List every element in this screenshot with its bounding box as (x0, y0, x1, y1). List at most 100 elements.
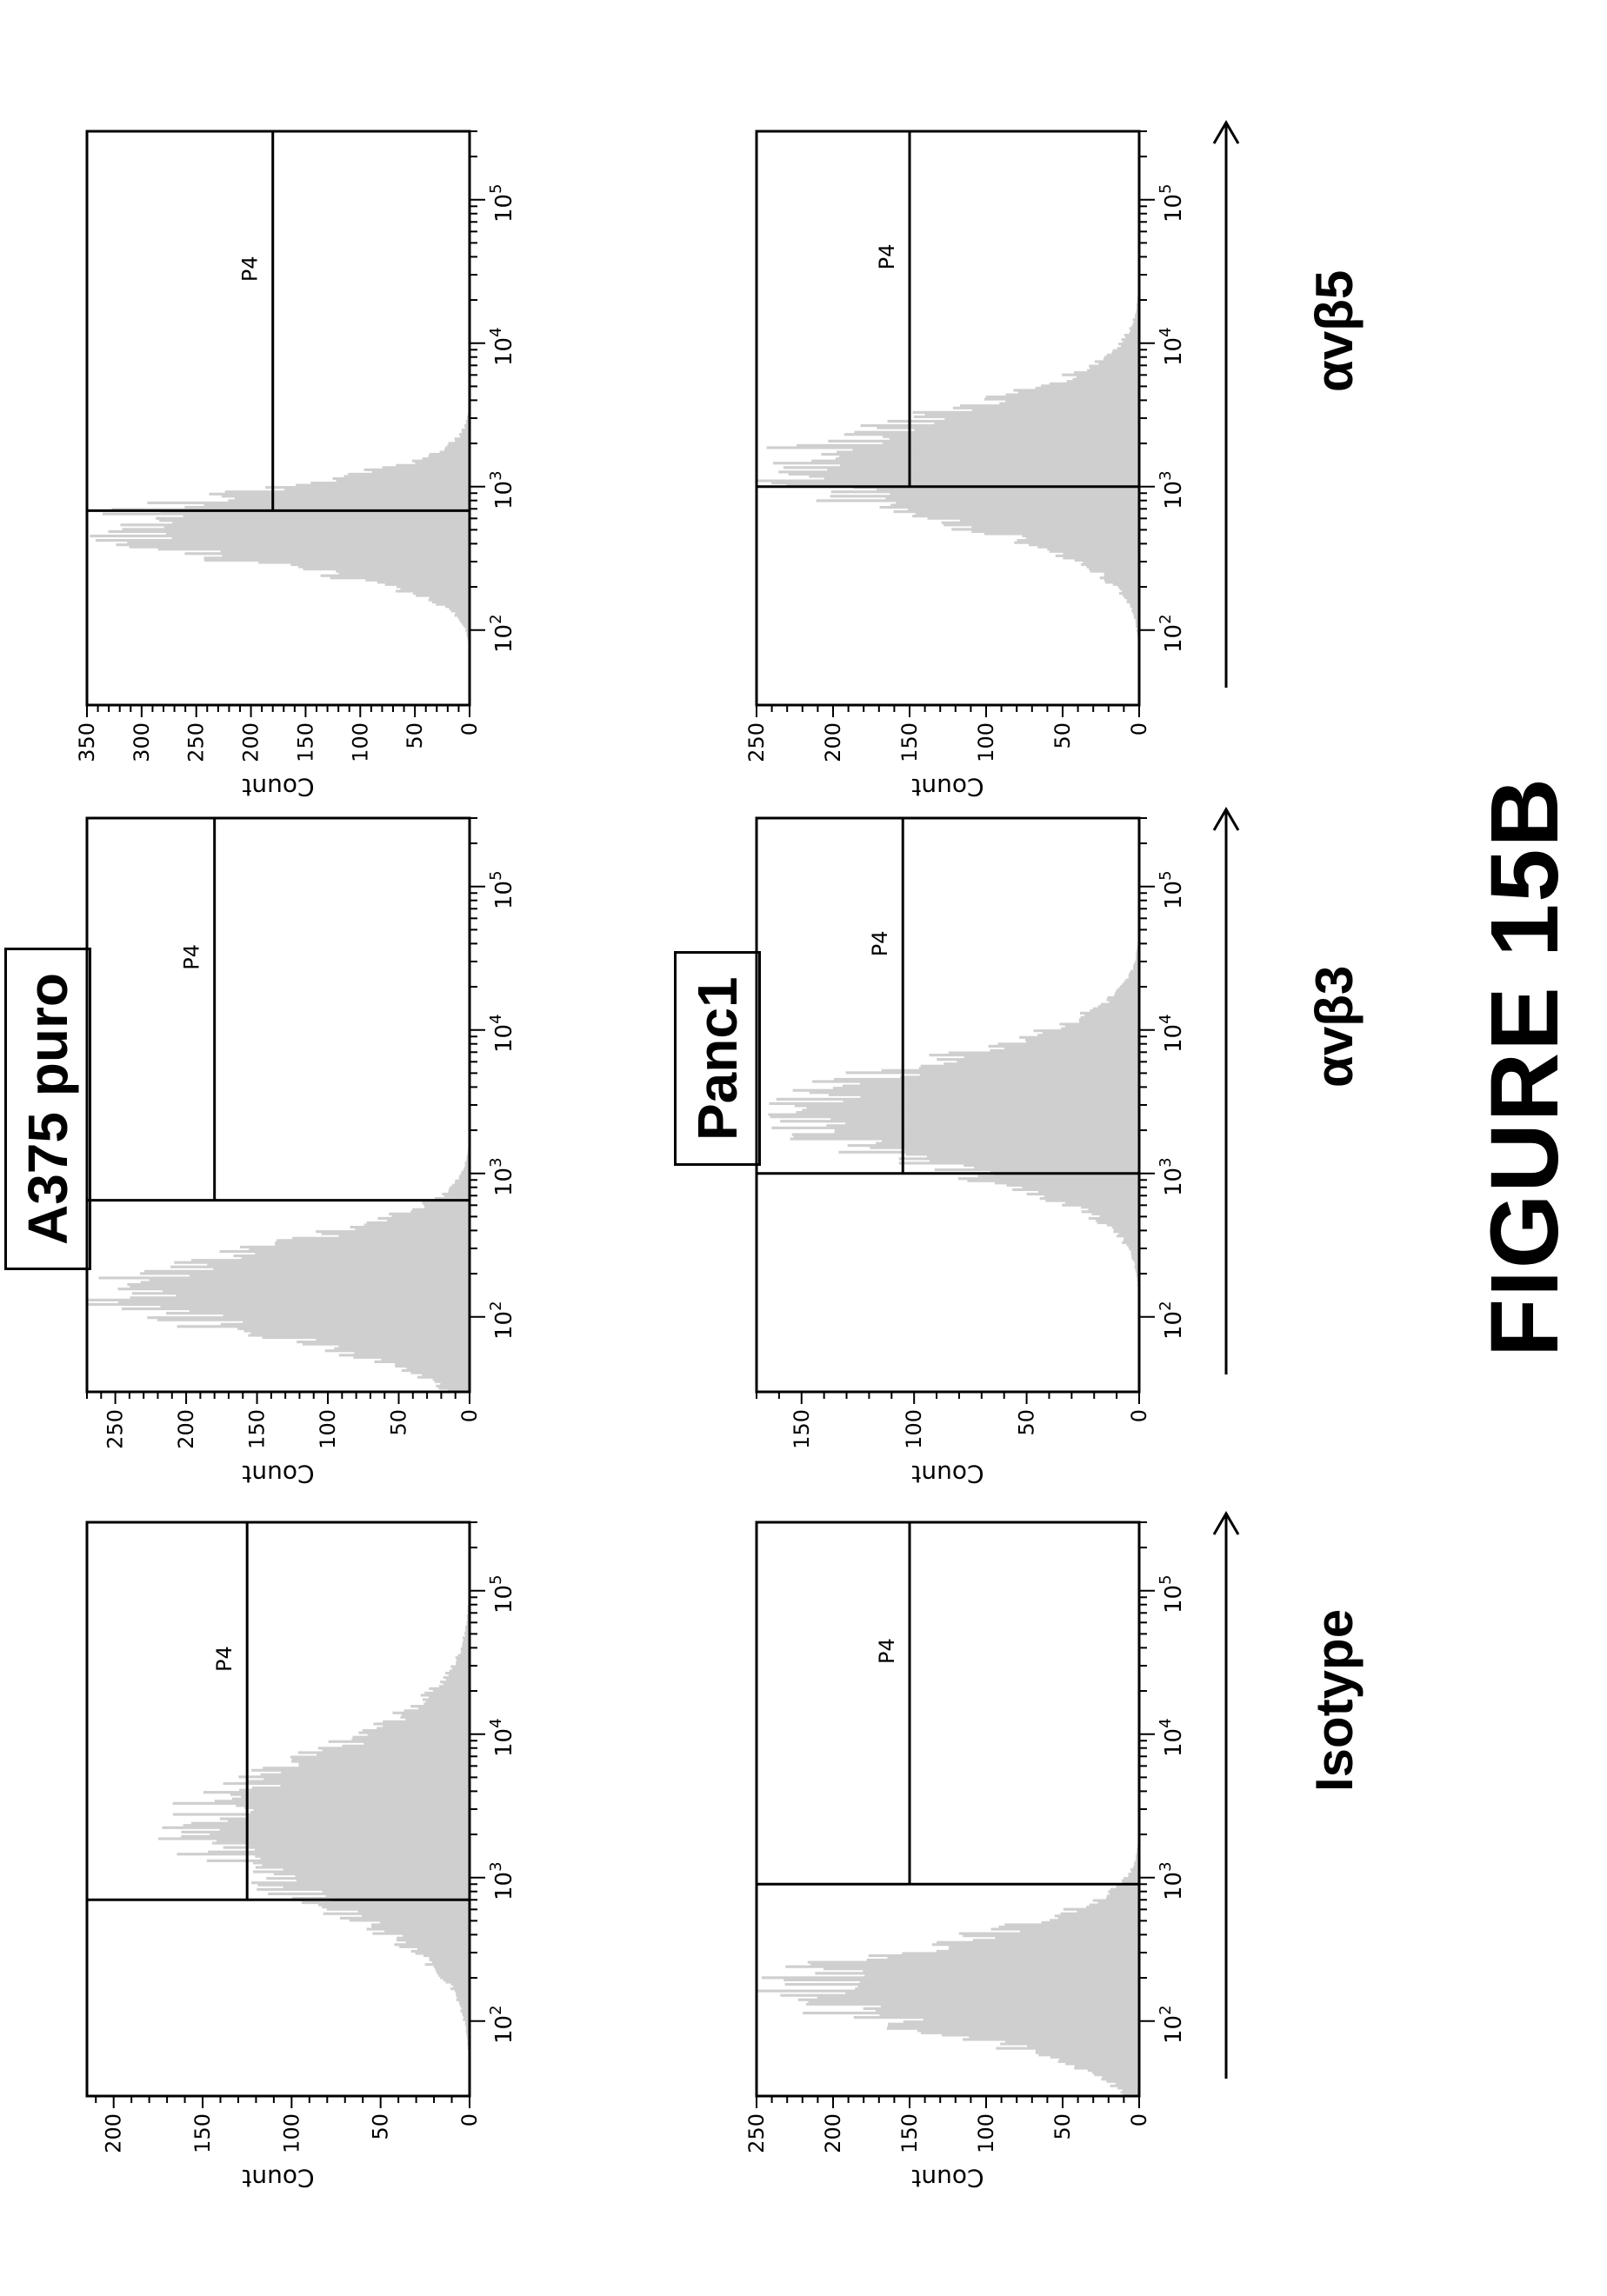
histogram-bar (394, 1943, 470, 1947)
histogram-bar (1125, 978, 1139, 982)
histogram-bar (389, 1212, 470, 1215)
histogram-bar (366, 1221, 470, 1225)
histogram-bar (1122, 594, 1140, 597)
histogram-bar (1106, 353, 1140, 356)
histogram-bar (1129, 1248, 1139, 1251)
histogram-bar (447, 443, 470, 447)
histogram-bar (403, 1709, 470, 1713)
x-tick-label: 103 (1157, 1861, 1187, 1900)
histogram-bar (941, 521, 1139, 524)
histogram-bar (1092, 1899, 1139, 1902)
histogram-bar (432, 1960, 470, 1964)
histogram-bar (336, 569, 470, 573)
histogram-bar (457, 616, 470, 619)
y-tick-label: 50 (1050, 722, 1075, 749)
histogram-bar (1027, 2045, 1139, 2048)
histogram-bar (834, 1130, 1140, 1134)
gate-label: P4 (875, 243, 899, 270)
histogram-bar (1118, 343, 1139, 346)
histogram-bar (830, 1117, 1139, 1121)
histogram-bar (852, 448, 1139, 452)
histogram-bar (223, 1314, 470, 1317)
histogram-bar (232, 1797, 470, 1800)
histogram-bar (379, 1920, 470, 1924)
histogram-bar (258, 561, 470, 564)
histogram-bar (108, 529, 470, 533)
histogram-bar (919, 1073, 1139, 1076)
histogram-bar (325, 1894, 470, 1898)
histogram-bar (338, 1345, 470, 1348)
histogram-bar (425, 1700, 470, 1704)
histogram-bar (1089, 1903, 1139, 1907)
histogram-bar (1005, 393, 1139, 396)
histogram-bar (1084, 1014, 1139, 1017)
histogram-bar (1005, 2040, 1139, 2044)
histogram-bar (203, 503, 470, 507)
histogram-bar (1130, 1249, 1139, 1254)
histogram-bar (1121, 338, 1139, 342)
histogram-bar (1047, 548, 1139, 551)
histogram-bar (251, 1787, 470, 1790)
histogram-bar (318, 1903, 470, 1907)
histogram-bar (806, 2002, 1140, 2006)
histogram-bar (442, 1192, 470, 1196)
histogram-bar (826, 1124, 1139, 1128)
histogram-bar (265, 486, 470, 489)
histogram-bar (220, 549, 470, 553)
histogram-bar (355, 1228, 470, 1231)
histogram-bar (1049, 382, 1139, 385)
histogram-bar (190, 1821, 470, 1825)
histogram-bar (1131, 324, 1139, 328)
histogram-bar (177, 1325, 470, 1328)
histogram-bar (443, 1682, 470, 1686)
histogram-bar (147, 501, 470, 504)
histogram-bar (1059, 2058, 1139, 2061)
histogram-bar (890, 492, 1139, 496)
histogram-bar (214, 1800, 470, 1803)
histogram-bar (260, 1857, 470, 1860)
histogram-bar (1114, 994, 1140, 997)
histogram-bar (834, 1128, 1139, 1132)
histogram-bar (336, 479, 470, 482)
histogram-bar (1074, 558, 1139, 562)
histogram-bar (1113, 1230, 1139, 1234)
histogram-bar (985, 396, 1140, 399)
histogram-bar (845, 1992, 1140, 1995)
histogram-bar (1101, 2078, 1139, 2081)
histogram-bar (868, 1953, 1140, 1958)
histogram-bar (221, 495, 470, 498)
histogram-bar (273, 1873, 470, 1876)
histogram-bar (392, 1711, 470, 1714)
histogram-bar (1037, 545, 1139, 549)
histogram-bar (1004, 1047, 1139, 1050)
histogram-bar (1129, 331, 1139, 335)
x-tick-label: 105 (487, 870, 517, 909)
histogram-bar (809, 475, 1140, 478)
histogram-bar (1104, 356, 1139, 359)
histogram-bar (1126, 601, 1139, 604)
histogram-bar (1110, 1887, 1140, 1891)
histogram-bar (963, 1934, 1139, 1938)
histogram-bar (860, 1082, 1139, 1086)
histogram-bar (1006, 1183, 1139, 1187)
histogram-bar (1131, 1254, 1139, 1258)
histogram-bar (334, 1347, 470, 1350)
histogram-bar (463, 1168, 470, 1172)
histogram-bar (1117, 987, 1139, 990)
histogram-bar (458, 618, 470, 622)
histogram-bar (262, 1335, 470, 1340)
y-tick-label: 0 (457, 2113, 482, 2126)
histogram-bar (952, 406, 1139, 409)
histogram-bar (1022, 1186, 1139, 1189)
y-axis-label: Count (911, 773, 984, 802)
histogram-bar (445, 1678, 470, 1681)
y-tick-label: 150 (790, 1409, 814, 1449)
histogram-bar (158, 1837, 470, 1840)
histogram-bar (338, 572, 470, 576)
histogram-bar (903, 2020, 1139, 2024)
histogram-bar (828, 1093, 1139, 1096)
histogram-bar (857, 1985, 1140, 1988)
histogram-bar (444, 448, 470, 452)
histogram-bar (445, 1672, 470, 1675)
arrow-head (1212, 120, 1240, 144)
